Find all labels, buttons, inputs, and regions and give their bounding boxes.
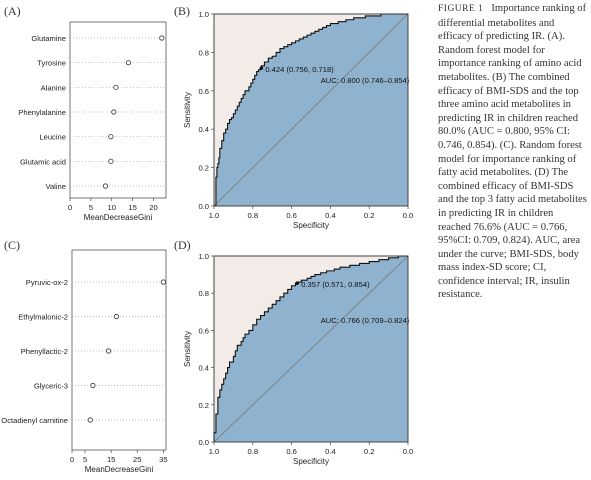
x-tick-label: 0 <box>70 455 74 464</box>
x-tick-label: 0.6 <box>286 211 297 220</box>
x-tick-label: 5 <box>83 455 87 464</box>
caption-text: Importance ranking of differential metab… <box>438 3 587 301</box>
x-tick-label: 20 <box>149 203 157 212</box>
importance-point <box>159 35 165 41</box>
importance-point <box>102 183 109 189</box>
y-tick-label: 0.4 <box>198 364 209 373</box>
diagonal-reference <box>213 13 409 207</box>
category-label: Phenylalanine <box>18 108 66 117</box>
y-axis-label: Sensitivity <box>183 92 192 128</box>
x-tick-label: 0.0 <box>403 447 414 456</box>
y-tick-label: 0.8 <box>198 289 209 298</box>
category-label: Glutamine <box>31 34 66 43</box>
category-label: Ethylmalonic-2 <box>18 313 68 322</box>
threshold-label: 0.357 (0.571, 0.854) <box>301 280 370 289</box>
importance-point <box>160 279 166 285</box>
panel-label-d: (D) <box>174 238 191 252</box>
y-tick-label: 0.2 <box>198 164 209 173</box>
roc-curve <box>214 13 408 207</box>
threshold-point <box>259 66 264 70</box>
auc-label: AUC: 0.800 (0.746–0.854) <box>321 76 410 85</box>
x-tick-label: 0.8 <box>248 211 259 220</box>
y-tick-label: 1.0 <box>198 252 209 261</box>
x-tick-label: 10 <box>108 203 116 212</box>
panel-label-a: (A) <box>4 4 21 18</box>
y-axis-label: Sensitivity <box>183 331 192 367</box>
y-tick-label: 0.0 <box>198 438 209 447</box>
plot-frame <box>213 13 409 207</box>
category-label: Glutamic acid <box>20 157 66 166</box>
importance-point <box>90 382 96 389</box>
x-tick-label: 1.0 <box>209 211 220 220</box>
threshold-point <box>295 281 300 285</box>
x-tick-label: 0.4 <box>325 211 336 220</box>
chart-c-importance-fatty-acids: Pyruvic-ox-2 Ethylmalonic-2 Phenyllactic-2… <box>1 249 168 474</box>
figure-caption: FIGURE 1 Importance ranking of different… <box>438 2 588 302</box>
category-label: Leucine <box>39 133 66 142</box>
importance-point <box>113 313 119 320</box>
x-tick-label: 25 <box>133 455 141 464</box>
category-label: Glyceric-3 <box>34 382 68 391</box>
y-tick-label: 1.0 <box>198 10 209 19</box>
x-axis-label: Specificity <box>293 221 329 230</box>
x-axis-label: Specificity <box>293 457 329 466</box>
chart-b-roc-amino-acids: 0.424 (0.756, 0.718) AUC: 0.800 (0.746–0.… <box>183 10 414 230</box>
diagonal-reference <box>213 255 409 443</box>
category-label: Phenyllactic-2 <box>21 347 68 356</box>
x-tick-label: 35 <box>159 455 167 464</box>
y-tick-label: 0.6 <box>198 87 209 96</box>
x-tick-label: 0.8 <box>248 447 259 456</box>
importance-point <box>105 348 112 354</box>
category-label: Octadienyl carnitine <box>1 416 68 425</box>
threshold-label: 0.424 (0.756, 0.718) <box>265 65 334 74</box>
importance-point <box>87 417 93 423</box>
x-axis-label: MeanDecreaseGini <box>85 465 154 474</box>
y-tick-label: 0.6 <box>198 326 209 335</box>
y-tick-label: 0.8 <box>198 48 209 57</box>
x-tick-label: 0.2 <box>364 447 375 456</box>
roc-curve <box>213 255 408 442</box>
category-label: Tyrosine <box>37 59 66 68</box>
category-label: Valine <box>45 182 66 191</box>
figure-label: FIGURE 1 <box>438 4 484 14</box>
x-tick-label: 5 <box>89 203 93 212</box>
x-tick-label: 0.6 <box>286 447 297 456</box>
y-tick-label: 0.4 <box>198 125 209 134</box>
importance-point <box>111 109 117 115</box>
y-tick-label: 0.2 <box>198 401 209 410</box>
x-tick-label: 0.4 <box>325 447 336 456</box>
x-tick-label: 15 <box>107 455 115 464</box>
plot-frame <box>213 255 409 443</box>
x-tick-label: 0.2 <box>364 211 375 220</box>
category-label: Pyruvic-ox-2 <box>26 278 68 287</box>
importance-point <box>108 158 114 164</box>
importance-point <box>108 134 114 140</box>
category-label: Alanine <box>41 83 66 92</box>
x-tick-label: 1.0 <box>209 447 220 456</box>
importance-point <box>125 60 132 66</box>
x-axis-label: MeanDecreaseGini <box>84 213 153 222</box>
plot-frame <box>69 21 167 199</box>
auc-label: AUC: 0.766 (0.709–0.824) <box>321 316 410 325</box>
y-tick-label: 0.0 <box>198 202 209 211</box>
x-tick-label: 0 <box>68 203 72 212</box>
plot-frame <box>71 249 167 451</box>
chart-a-importance-amino-acids: Glutamine Tyrosine Alanine Phenylalanine Leu… <box>18 21 167 222</box>
x-tick-label: 15 <box>128 203 136 212</box>
x-tick-label: 0.0 <box>403 211 414 220</box>
importance-point <box>113 84 119 90</box>
panel-label-c: (C) <box>4 238 20 252</box>
panel-label-b: (B) <box>174 4 190 18</box>
chart-d-roc-fatty-acids: 0.357 (0.571, 0.854) AUC: 0.766 (0.709–0.… <box>183 252 414 466</box>
